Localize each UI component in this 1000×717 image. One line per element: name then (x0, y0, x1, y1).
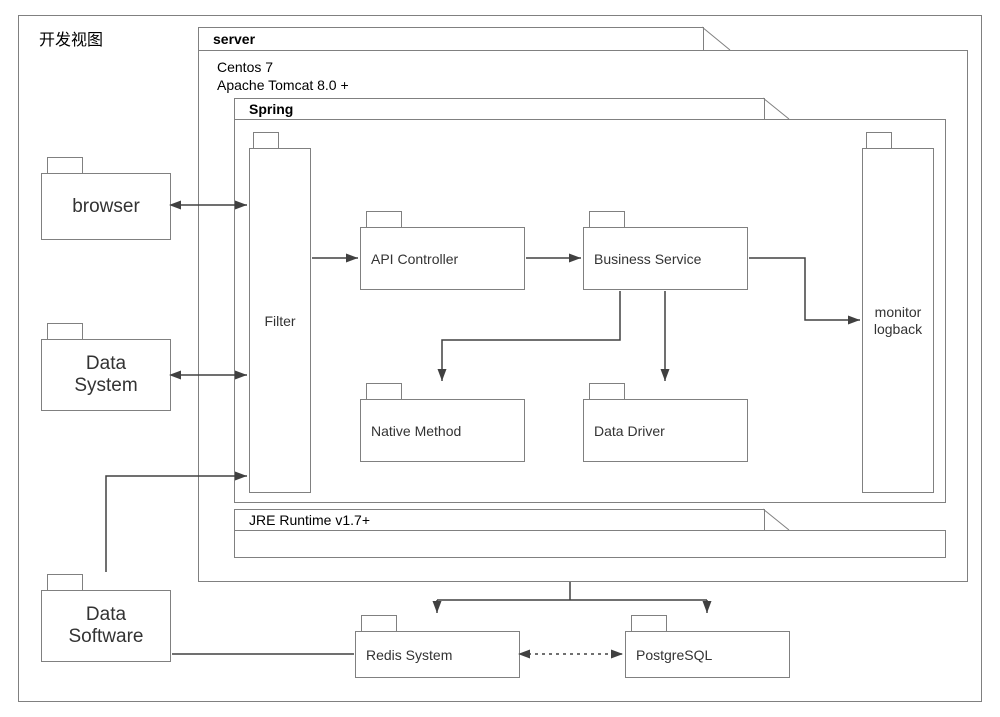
jre-tab-slash (763, 509, 793, 531)
folder-tab-icon (631, 615, 667, 632)
data-software-label1: Data (86, 604, 126, 626)
folder-tab-icon (366, 211, 402, 228)
monitor-logback-folder: monitor logback (862, 148, 934, 493)
data-software-folder: Data Software (41, 590, 171, 662)
api-controller-label: API Controller (371, 251, 458, 267)
centos-label: Centos 7 (217, 59, 273, 75)
redis-label: Redis System (366, 647, 452, 663)
browser-label: browser (72, 196, 140, 218)
server-tab-label: server (213, 31, 255, 47)
data-system-label1: Data (86, 353, 126, 375)
folder-tab-icon (47, 157, 83, 174)
folder-tab-icon (361, 615, 397, 632)
filter-label: Filter (264, 313, 295, 329)
native-method-label: Native Method (371, 423, 461, 439)
spring-tab-label: Spring (249, 101, 293, 117)
api-controller-folder: API Controller (360, 227, 525, 290)
folder-tab-icon (366, 383, 402, 400)
jre-tab: JRE Runtime v1.7+ (234, 509, 765, 530)
folder-tab-icon (253, 132, 279, 149)
folder-tab-icon (47, 323, 83, 340)
folder-tab-icon (589, 211, 625, 228)
server-tab-slash (702, 27, 732, 51)
monitor-label2: logback (874, 321, 922, 338)
business-service-label: Business Service (594, 251, 701, 267)
data-software-label2: Software (69, 626, 144, 648)
browser-folder: browser (41, 173, 171, 240)
data-system-folder: Data System (41, 339, 171, 411)
jre-tab-label: JRE Runtime v1.7+ (249, 512, 370, 528)
postgresql-label: PostgreSQL (636, 647, 712, 663)
spring-tab: Spring (234, 98, 765, 119)
redis-folder: Redis System (355, 631, 520, 678)
folder-tab-icon (866, 132, 892, 149)
tomcat-label: Apache Tomcat 8.0 + (217, 77, 349, 93)
data-driver-label: Data Driver (594, 423, 665, 439)
diagram-canvas: 开发视图 browser Data System Data Software s… (0, 0, 1000, 717)
monitor-label1: monitor (875, 304, 922, 321)
business-service-folder: Business Service (583, 227, 748, 290)
folder-tab-icon (589, 383, 625, 400)
jre-package: JRE Runtime v1.7+ (234, 509, 946, 558)
jre-body (234, 530, 946, 558)
spring-tab-slash (763, 98, 793, 120)
postgresql-folder: PostgreSQL (625, 631, 790, 678)
native-method-folder: Native Method (360, 399, 525, 462)
data-driver-folder: Data Driver (583, 399, 748, 462)
filter-folder: Filter (249, 148, 311, 493)
outer-title: 开发视图 (39, 26, 103, 50)
folder-tab-icon (47, 574, 83, 591)
data-system-label2: System (74, 375, 137, 397)
server-tab: server (198, 27, 704, 50)
